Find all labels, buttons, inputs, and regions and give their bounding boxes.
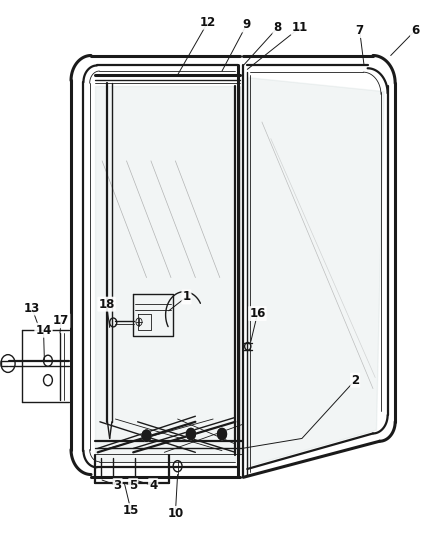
Text: 15: 15 (123, 504, 139, 517)
Text: 12: 12 (200, 16, 216, 29)
Circle shape (142, 430, 151, 441)
Text: 7: 7 (356, 24, 364, 37)
Text: 5: 5 (129, 479, 137, 492)
Circle shape (218, 428, 226, 440)
Text: 18: 18 (99, 297, 115, 311)
Text: 6: 6 (411, 24, 419, 37)
Text: 9: 9 (242, 18, 250, 32)
Circle shape (142, 430, 151, 441)
Text: 10: 10 (167, 507, 183, 520)
Circle shape (186, 428, 195, 440)
Text: 8: 8 (274, 21, 281, 34)
Text: 17: 17 (53, 314, 69, 327)
Text: 4: 4 (149, 479, 157, 492)
Text: 2: 2 (351, 374, 359, 387)
Polygon shape (95, 86, 235, 461)
Circle shape (186, 428, 195, 440)
Text: 16: 16 (250, 307, 266, 320)
Text: 14: 14 (36, 324, 52, 337)
Text: 11: 11 (292, 21, 308, 34)
Text: 13: 13 (24, 301, 40, 315)
Polygon shape (249, 78, 384, 466)
Text: 3: 3 (114, 479, 122, 492)
Text: 1: 1 (182, 290, 190, 304)
Circle shape (218, 428, 226, 440)
